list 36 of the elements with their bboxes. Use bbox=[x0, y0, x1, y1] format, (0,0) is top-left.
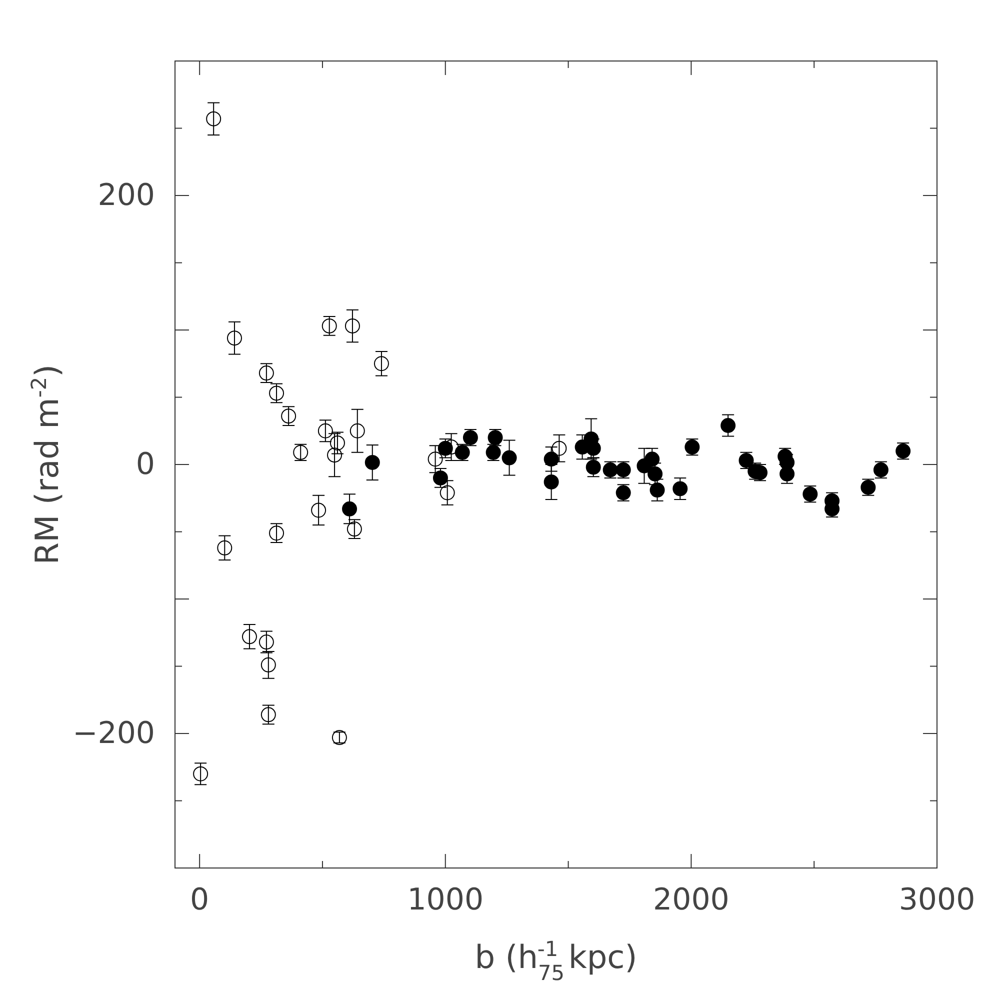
point bbox=[374, 356, 389, 372]
point bbox=[318, 423, 333, 438]
point bbox=[720, 418, 736, 433]
point bbox=[672, 481, 688, 496]
point bbox=[330, 435, 345, 450]
point bbox=[226, 330, 242, 346]
point bbox=[193, 766, 208, 782]
x-axis-title: b (h$_{75}$$^{-1}$ kpc) bbox=[474, 937, 638, 981]
point bbox=[342, 501, 358, 516]
y-tick-label: 200 bbox=[98, 178, 155, 214]
point bbox=[350, 423, 365, 438]
x-tick-label: 2000 bbox=[653, 882, 730, 918]
point bbox=[544, 452, 559, 467]
point bbox=[644, 452, 660, 467]
point bbox=[260, 657, 276, 672]
point bbox=[242, 629, 257, 644]
point bbox=[586, 457, 601, 478]
point bbox=[206, 111, 222, 126]
point bbox=[648, 466, 663, 482]
point bbox=[344, 318, 360, 334]
y-tick-label: 0 bbox=[136, 447, 155, 482]
point bbox=[502, 450, 517, 466]
point bbox=[364, 454, 380, 470]
point bbox=[217, 540, 232, 556]
point bbox=[440, 485, 455, 500]
x-tick-label: 3000 bbox=[898, 882, 976, 918]
x-tick-label: 0 bbox=[190, 882, 210, 918]
point bbox=[327, 448, 342, 463]
point bbox=[552, 440, 567, 456]
point bbox=[258, 634, 274, 650]
y-tick-label: −200 bbox=[72, 716, 155, 752]
point bbox=[311, 502, 326, 518]
x-tick-label: 1000 bbox=[407, 882, 484, 918]
point bbox=[650, 482, 665, 498]
point bbox=[544, 474, 559, 490]
point bbox=[428, 452, 443, 467]
